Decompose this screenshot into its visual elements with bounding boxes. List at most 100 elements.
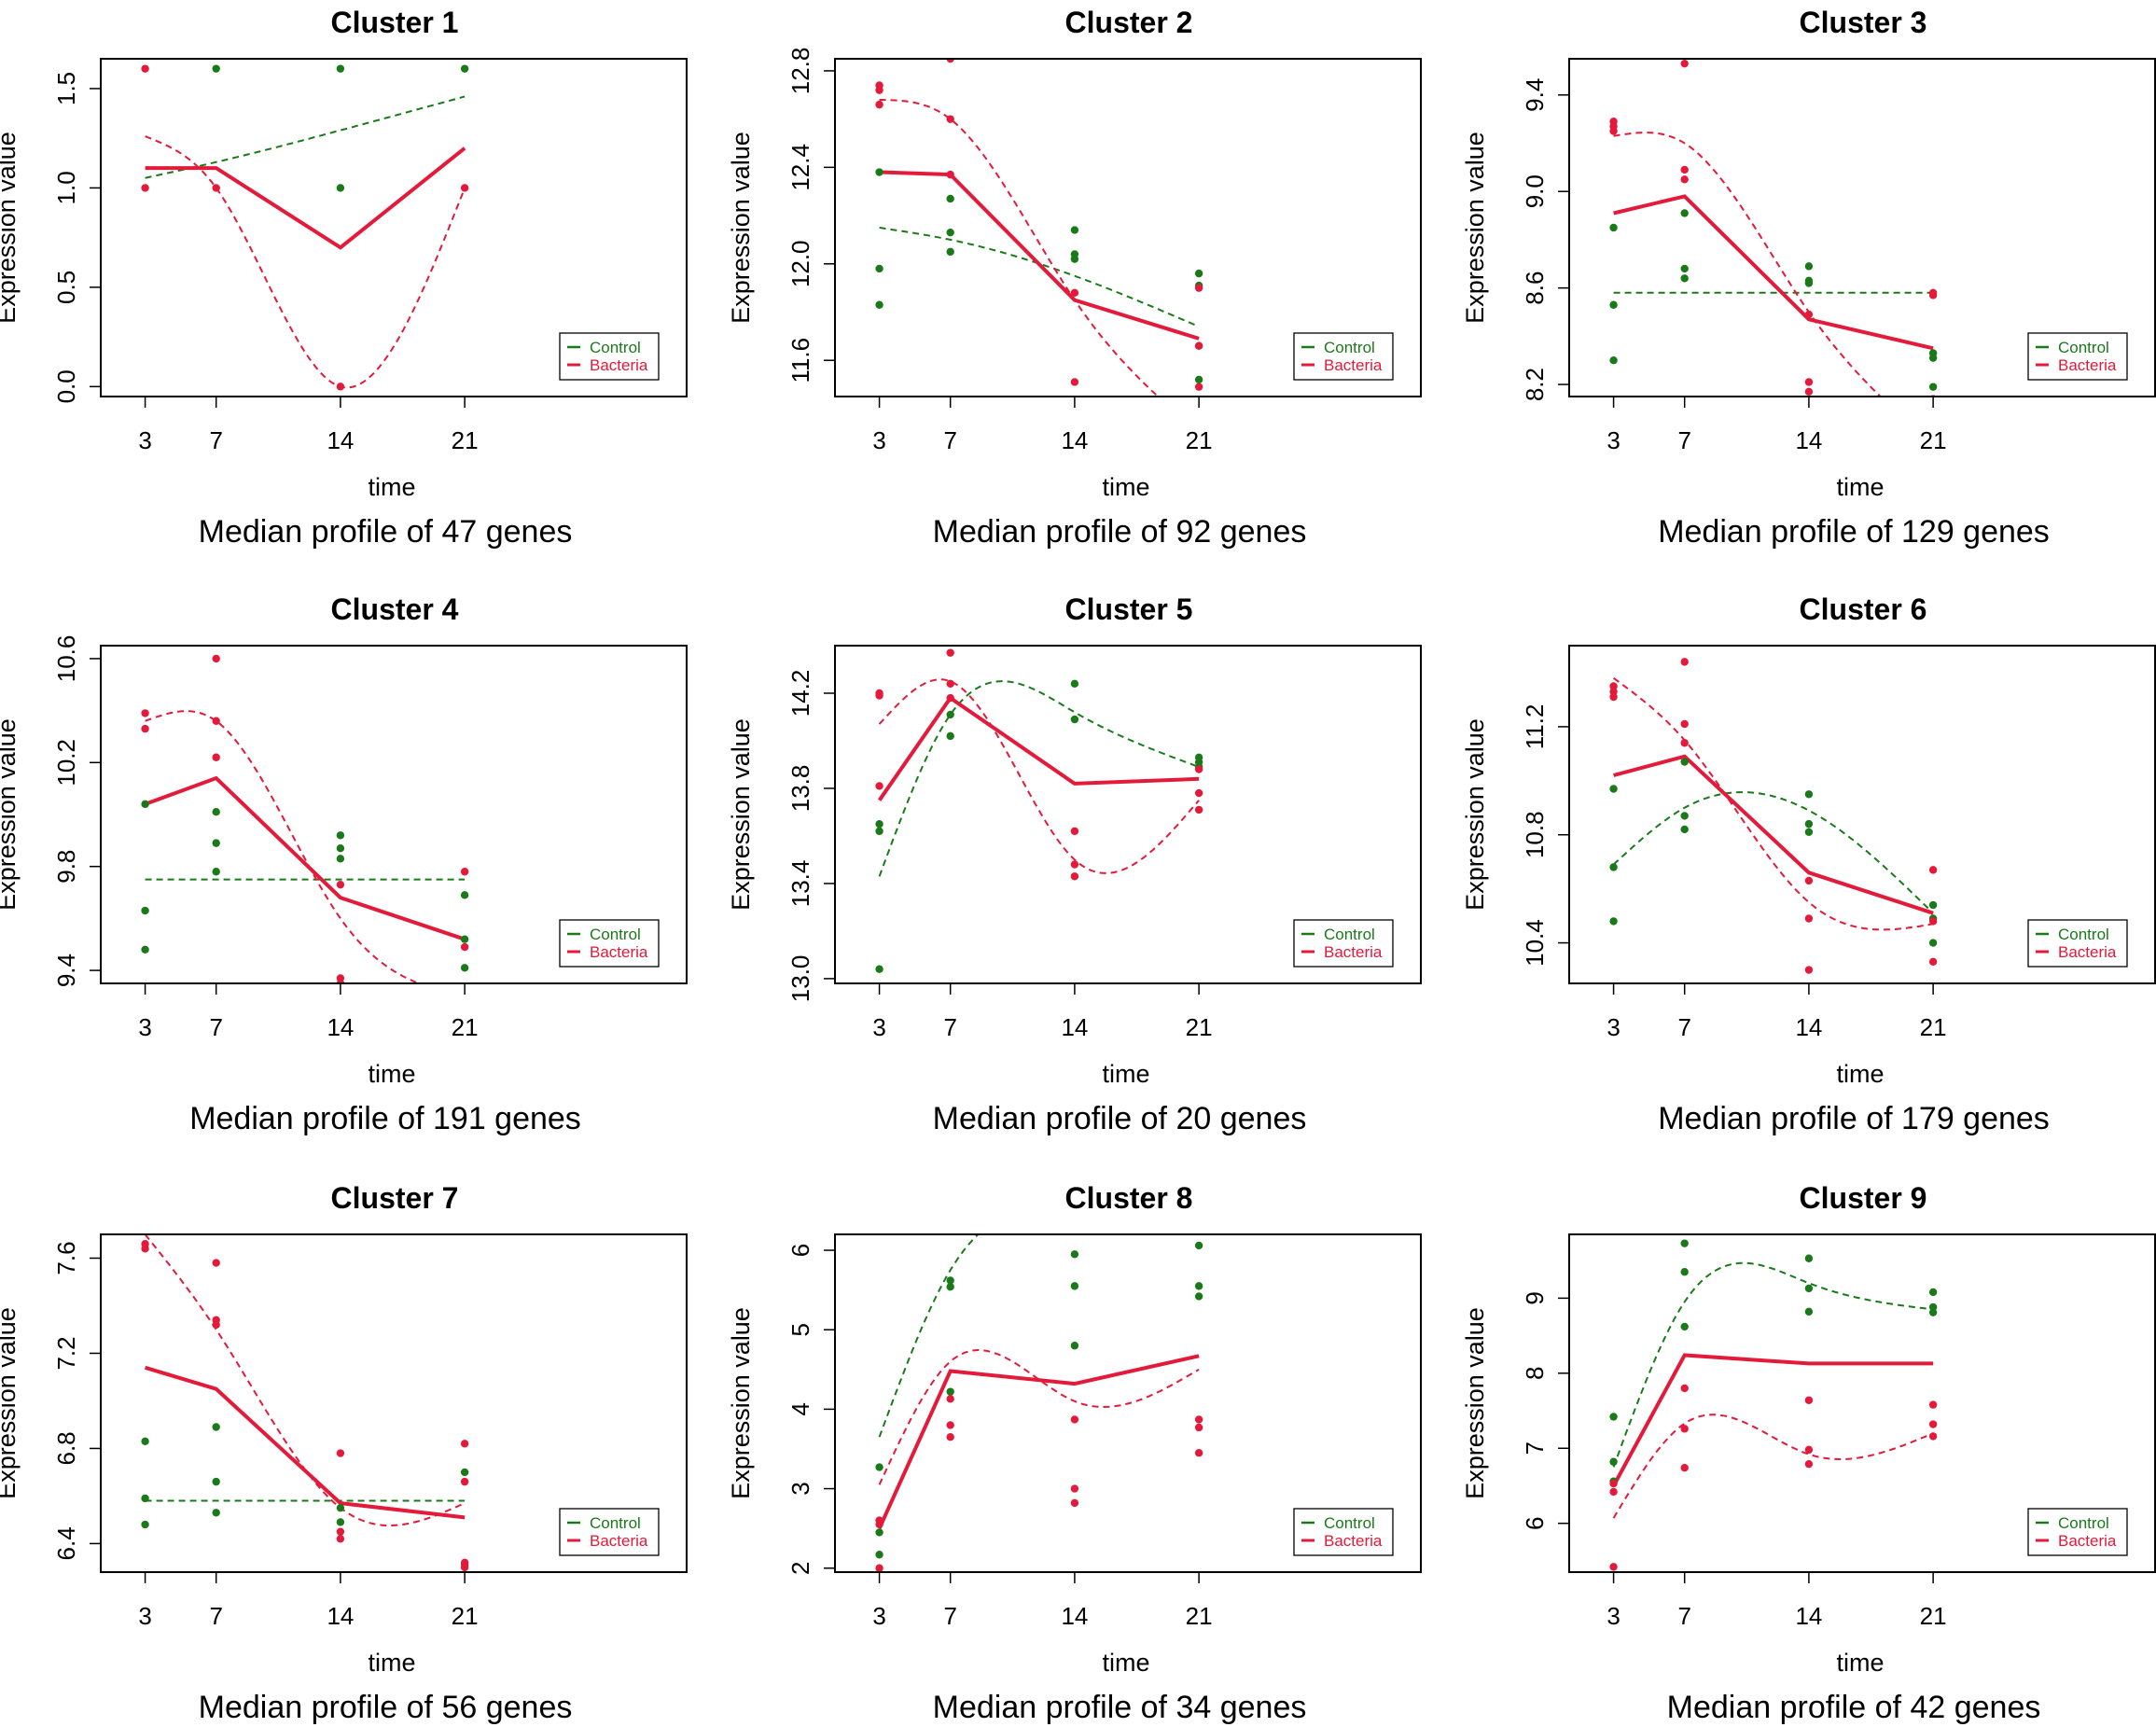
bacteria-point xyxy=(1070,378,1079,386)
control-point xyxy=(1070,226,1079,234)
bacteria-point xyxy=(1804,310,1814,319)
control-point xyxy=(141,1520,149,1529)
bacteria-median-line xyxy=(877,695,1200,801)
control-point xyxy=(141,800,149,809)
control-point xyxy=(946,1283,954,1291)
control-point xyxy=(1194,375,1203,384)
y-tick-label: 8.6 xyxy=(1521,272,1549,305)
plot-frame xyxy=(834,645,1422,984)
legend-bacteria-label: Bacteria xyxy=(2058,1532,2117,1550)
control-point xyxy=(212,1477,220,1486)
control-point xyxy=(336,184,345,192)
legend-control-label: Control xyxy=(590,926,641,943)
y-tick-label: 3 xyxy=(786,1482,814,1495)
bacteria-point xyxy=(946,1395,954,1403)
bacteria-point xyxy=(946,59,954,63)
y-tick-label: 1.5 xyxy=(52,72,80,105)
x-axis-label: time xyxy=(368,1649,415,1677)
bacteria-point xyxy=(1928,291,1938,299)
bacteria-point xyxy=(946,170,954,179)
x-tick-label: 3 xyxy=(872,1602,885,1630)
y-tick-label: 11.2 xyxy=(1521,704,1549,750)
legend-control-label: Control xyxy=(2058,339,2109,356)
panel-title: Cluster 8 xyxy=(1065,1181,1193,1215)
y-axis-label: Expression value xyxy=(727,132,755,324)
control-point xyxy=(1804,1307,1814,1316)
bacteria-point xyxy=(875,1564,883,1572)
plot-area xyxy=(141,654,469,983)
x-tick-label: 7 xyxy=(1677,1602,1690,1630)
control-point xyxy=(1804,790,1814,799)
control-point xyxy=(1070,1342,1079,1350)
panel-cluster-6: Cluster 6 Median profile of 179 genes time… xyxy=(1461,592,2156,1136)
legend-control-label: Control xyxy=(590,339,641,356)
legend-bacteria-label: Bacteria xyxy=(590,356,648,374)
x-axis-label: time xyxy=(1102,1649,1149,1677)
y-tick-label: 0.5 xyxy=(52,271,80,304)
y-tick-label: 7 xyxy=(1521,1441,1549,1455)
bacteria-point xyxy=(1804,1445,1814,1455)
control-point xyxy=(1070,679,1079,688)
plot-area xyxy=(141,64,469,391)
x-tick-label: 21 xyxy=(452,1013,479,1041)
bacteria-point xyxy=(875,1520,883,1529)
bacteria-point xyxy=(212,717,220,725)
plot-frame xyxy=(1568,58,2156,397)
legend-box xyxy=(2027,919,2128,968)
y-tick-label: 6 xyxy=(786,1244,814,1257)
control-fit-line xyxy=(878,680,1200,877)
bacteria-fit-line xyxy=(878,678,1200,874)
x-tick-label: 7 xyxy=(1677,1013,1690,1041)
x-tick-label: 21 xyxy=(1920,1602,1947,1630)
bacteria-point xyxy=(1609,682,1618,690)
bacteria-median-line xyxy=(1613,754,1934,915)
bacteria-point xyxy=(460,868,469,876)
control-point xyxy=(1609,917,1618,926)
y-tick-label: 12.8 xyxy=(786,48,814,95)
y-tick-label: 10.4 xyxy=(1521,919,1549,967)
bacteria-point xyxy=(1804,914,1814,923)
control-point xyxy=(1804,828,1814,837)
y-tick-label: 6.8 xyxy=(52,1431,80,1465)
y-tick-label: 2 xyxy=(786,1562,814,1575)
y-tick-label: 6 xyxy=(1521,1516,1549,1529)
control-point xyxy=(1804,1284,1814,1293)
bacteria-point xyxy=(212,1259,220,1267)
bacteria-point xyxy=(336,880,345,889)
y-tick-label: 0.0 xyxy=(52,369,80,403)
bacteria-point xyxy=(212,654,220,663)
x-axis-label: time xyxy=(1102,473,1149,501)
control-point xyxy=(336,831,345,840)
panel-subtitle: Median profile of 92 genes xyxy=(933,514,1307,550)
bacteria-point xyxy=(1194,341,1203,350)
control-point xyxy=(1680,209,1689,217)
bacteria-point xyxy=(141,724,149,733)
bacteria-point xyxy=(141,709,149,717)
x-axis-label: time xyxy=(1836,1649,1884,1677)
y-tick-label: 9.0 xyxy=(1521,174,1549,208)
x-axis-label: time xyxy=(1102,1060,1149,1088)
bacteria-point xyxy=(1194,788,1203,798)
control-point xyxy=(212,839,220,847)
control-point xyxy=(141,906,149,915)
legend-box xyxy=(559,919,660,968)
bacteria-point xyxy=(1928,917,1938,926)
x-tick-label: 7 xyxy=(209,426,222,454)
bacteria-point xyxy=(1194,284,1203,292)
control-point xyxy=(1194,1292,1203,1301)
x-tick-label: 14 xyxy=(1061,1013,1088,1041)
bacteria-fit-line xyxy=(1613,132,1882,397)
control-point xyxy=(212,64,220,73)
bacteria-point xyxy=(1070,1484,1079,1493)
panel-subtitle: Median profile of 191 genes xyxy=(189,1101,581,1136)
panel-cluster-9: Cluster 9 Median profile of 42 genes time E… xyxy=(1461,1181,2156,1725)
legend-box xyxy=(1293,332,1394,381)
control-point xyxy=(1928,1288,1938,1297)
bacteria-point xyxy=(212,753,220,761)
